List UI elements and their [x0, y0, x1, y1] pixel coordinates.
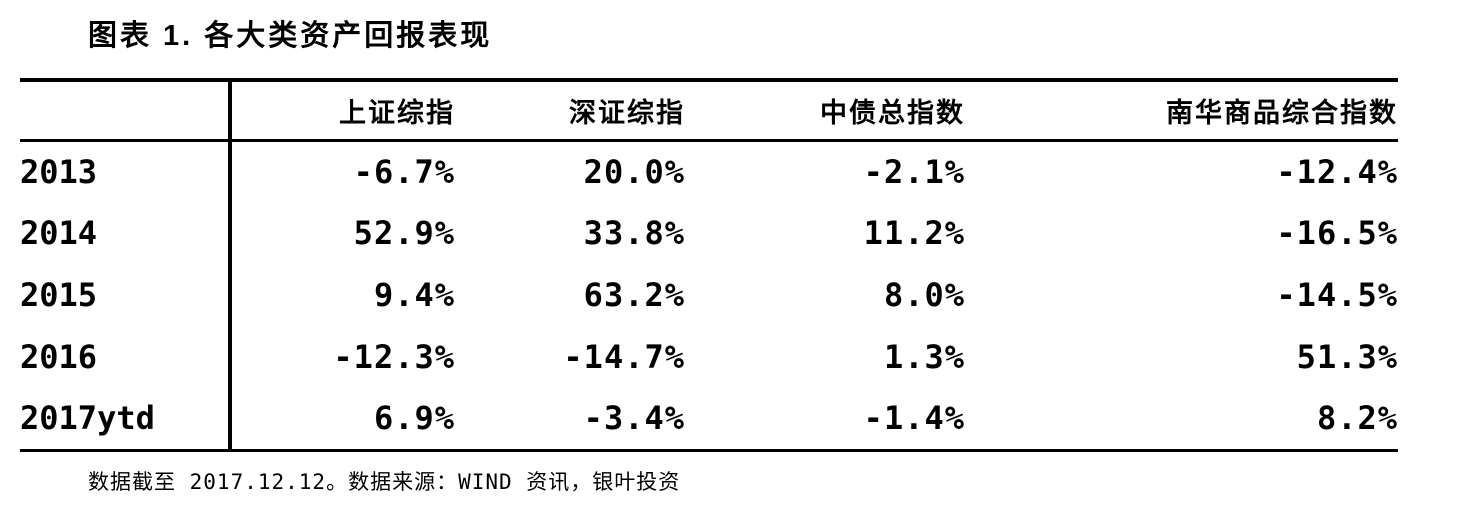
table-cell: -14.5% [1276, 276, 1398, 314]
table-cell: 51.3% [1296, 338, 1398, 376]
table-cell: -6.7% [353, 152, 455, 191]
column-header-nanhua-commodity-index: 南华商品综合指数 [1166, 97, 1398, 128]
table-cell: 11.2% [863, 214, 965, 252]
column-header-year [20, 80, 232, 140]
column-header-shenzhen-composite: 深证综指 [569, 97, 685, 128]
table-row-2013: 2013 -6.7% 20.0% -2.1% -12.4% [20, 140, 1398, 202]
table-cell: -12.3% [333, 338, 455, 376]
table-cell: -14.7% [563, 338, 685, 376]
table-cell: 6.9% [373, 399, 455, 438]
row-header-year: 2014 [20, 202, 232, 264]
table-cell: 63.2% [583, 276, 685, 314]
table-cell: 1.3% [883, 338, 965, 376]
table-cell: -1.4% [863, 399, 965, 438]
table-cell: -3.4% [583, 399, 685, 438]
asset-returns-table: 上证综指 深证综指 中债总指数 南华商品综合指数 2013 -6.7% 20.0… [20, 78, 1398, 452]
table-cell: 8.0% [883, 276, 965, 314]
row-header-year: 2016 [20, 326, 232, 388]
table-cell: 8.2% [1316, 399, 1398, 438]
column-header-chinabond-index: 中债总指数 [820, 97, 965, 128]
table-row-2017ytd: 2017ytd 6.9% -3.4% -1.4% 8.2% [20, 388, 1398, 450]
row-header-year: 2017ytd [20, 388, 232, 450]
table-row-2015: 2015 9.4% 63.2% 8.0% -14.5% [20, 264, 1398, 326]
header-row: 上证综指 深证综指 中债总指数 南华商品综合指数 [20, 80, 1398, 140]
table-cell: 20.0% [583, 152, 685, 191]
table-cell: 33.8% [583, 214, 685, 252]
column-header-shanghai-composite: 上证综指 [339, 97, 455, 128]
table-cell: 52.9% [353, 214, 455, 252]
table-cell: -16.5% [1276, 214, 1398, 252]
row-header-year: 2013 [20, 140, 232, 202]
table-cell: -2.1% [863, 152, 965, 191]
table-row-2014: 2014 52.9% 33.8% 11.2% -16.5% [20, 202, 1398, 264]
figure-title: 图表 1. 各大类资产回报表现 [88, 20, 493, 52]
table-cell: 9.4% [373, 276, 455, 314]
data-source-footnote: 数据截至 2017.12.12。数据来源：WIND 资讯，银叶投资 [88, 470, 681, 494]
table-cell: -12.4% [1276, 152, 1398, 191]
row-header-year: 2015 [20, 264, 232, 326]
table-row-2016: 2016 -12.3% -14.7% 1.3% 51.3% [20, 326, 1398, 388]
